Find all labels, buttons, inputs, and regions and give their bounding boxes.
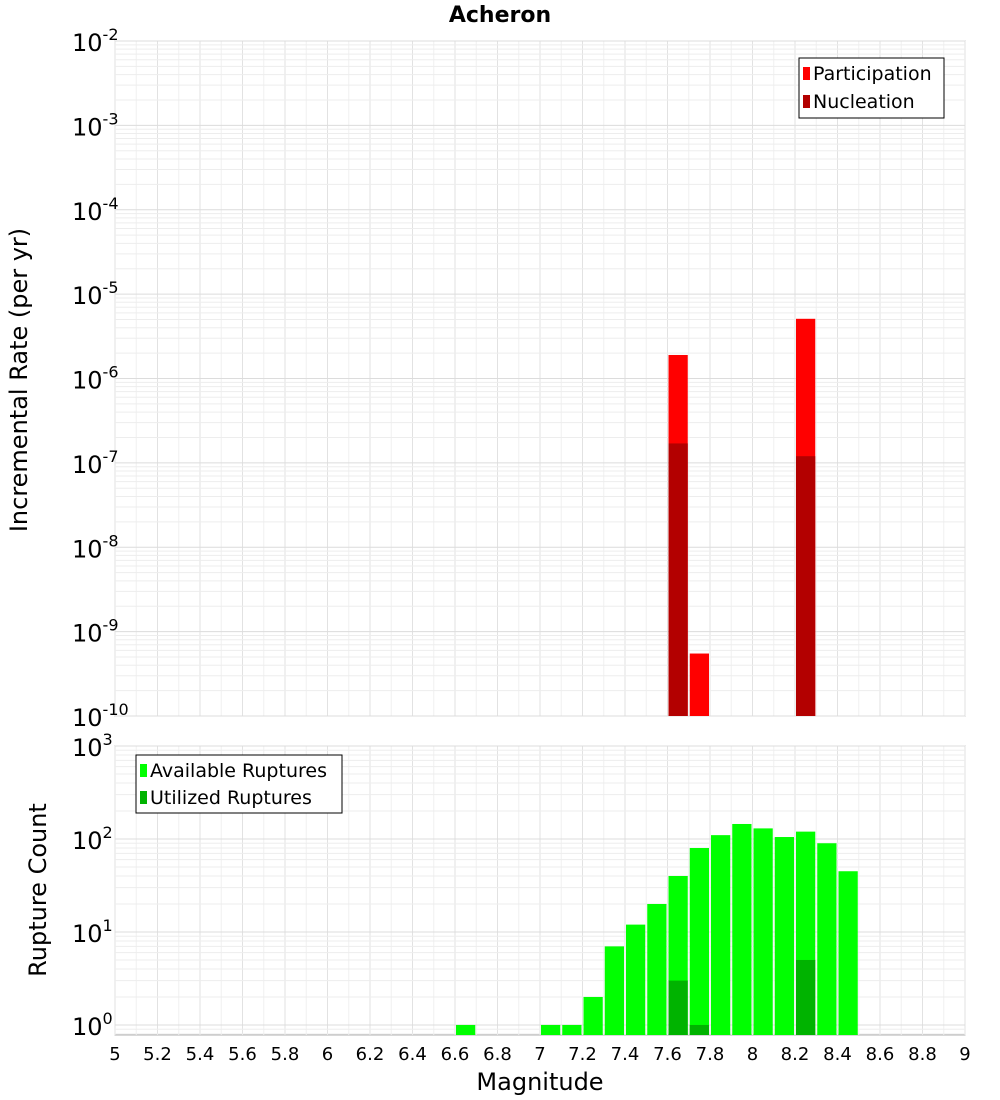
top-plot: 10-2 10-3 10-4 10-5 10-6 10-7 10-8 10-9 10-10 In… [5,25,966,732]
count-bar-available-ruptures [562,1024,582,1035]
legend-label-utilized-ruptures: Utilized Ruptures [150,787,312,809]
y-tick-label: 10-9 [72,616,119,648]
count-bar-available-ruptures [753,828,773,1035]
x-tick-label: 5.6 [228,1044,257,1065]
y-tick-label: 10-8 [72,531,119,563]
bottom-grid [114,745,966,1035]
bottom-plot: 103 102 101 100 5 5.2 5.4 5.6 5.8 6 6.2 6.4 6.6 6.8 7… [24,730,971,1096]
legend-label-participation: Participation [813,63,932,85]
x-axis-label: Magnitude [476,1068,603,1096]
x-tick-label: 5.8 [271,1044,300,1065]
legend-swatch-nucleation [803,95,810,108]
y-tick-label: 10-2 [72,25,119,57]
x-tick-label: 6 [322,1044,333,1065]
legend-label-nucleation: Nucleation [813,91,915,113]
count-bar-available-ruptures [541,1024,561,1035]
x-tick-label: 6.6 [441,1044,470,1065]
bottom-y-ticks: 103 102 101 100 [72,730,113,1041]
x-tick-label: 9 [959,1044,970,1065]
count-bar-available-ruptures [583,996,603,1035]
top-legend: Participation Nucleation [798,57,945,119]
chart-title: Acheron [449,3,551,28]
x-tick-label: 7.2 [568,1044,597,1065]
legend-swatch-utilized-ruptures [140,791,147,804]
bottom-legend: Available Ruptures Utilized Ruptures [135,754,343,814]
count-bar-available-ruptures [732,823,752,1035]
x-tick-label: 8.8 [908,1044,937,1065]
top-grid [114,40,966,717]
top-legend-box [798,57,945,119]
count-bar-available-ruptures [817,843,837,1035]
legend-swatch-available-ruptures [140,764,147,777]
count-bar-available-ruptures [647,903,667,1035]
y-tick-label: 102 [72,823,113,855]
count-bar-available-ruptures [711,835,731,1035]
bottom-legend-box [135,754,343,814]
x-tick-label: 8.4 [823,1044,852,1065]
x-tick-label: 8.2 [781,1044,810,1065]
bottom-y-axis-label: Rupture Count [24,803,52,977]
x-tick-label: 7.6 [653,1044,682,1065]
x-tick-label: 8 [747,1044,758,1065]
y-tick-label: 10-3 [72,109,119,141]
y-tick-label: 10-10 [72,700,129,732]
legend-label-available-ruptures: Available Ruptures [150,760,327,782]
count-bar-utilized-ruptures [689,1024,709,1035]
x-tick-label: 7.8 [696,1044,725,1065]
y-tick-label: 10-6 [72,363,119,395]
y-tick-label: 103 [72,730,113,762]
rate-bar-participation [689,653,709,716]
count-bar-available-ruptures [838,871,858,1035]
count-bar-utilized-ruptures [796,959,816,1035]
x-ticks: 5 5.2 5.4 5.6 5.8 6 6.2 6.4 6.6 6.8 7 7.2 7.4 7.6 7.8 8… [109,1044,970,1065]
count-bar-available-ruptures [456,1024,476,1035]
count-bar-available-ruptures [774,837,794,1035]
count-bar-utilized-ruptures [668,980,688,1035]
x-tick-label: 6.4 [398,1044,427,1065]
y-tick-label: 100 [72,1009,113,1041]
count-bar-available-ruptures [689,848,709,1035]
x-tick-label: 6.2 [356,1044,385,1065]
top-bars [668,318,816,716]
x-tick-label: 5.4 [186,1044,215,1065]
y-tick-label: 10-4 [72,194,119,226]
legend-swatch-participation [803,67,810,80]
x-tick-label: 7 [534,1044,545,1065]
rate-bar-nucleation [796,456,816,716]
x-tick-label: 6.8 [483,1044,512,1065]
top-y-ticks: 10-2 10-3 10-4 10-5 10-6 10-7 10-8 10-9 10-10 [72,25,129,732]
y-tick-label: 10-5 [72,278,119,310]
x-tick-label: 5 [109,1044,120,1065]
top-y-axis-label: Incremental Rate (per yr) [5,228,33,532]
y-tick-label: 101 [72,916,113,948]
bottom-bars [456,823,858,1035]
x-tick-label: 8.6 [866,1044,895,1065]
x-tick-label: 5.2 [143,1044,172,1065]
x-tick-label: 7.4 [611,1044,640,1065]
rate-bar-nucleation [668,443,688,716]
y-tick-label: 10-7 [72,447,119,479]
count-bar-available-ruptures [604,946,624,1035]
count-bar-available-ruptures [626,924,646,1035]
